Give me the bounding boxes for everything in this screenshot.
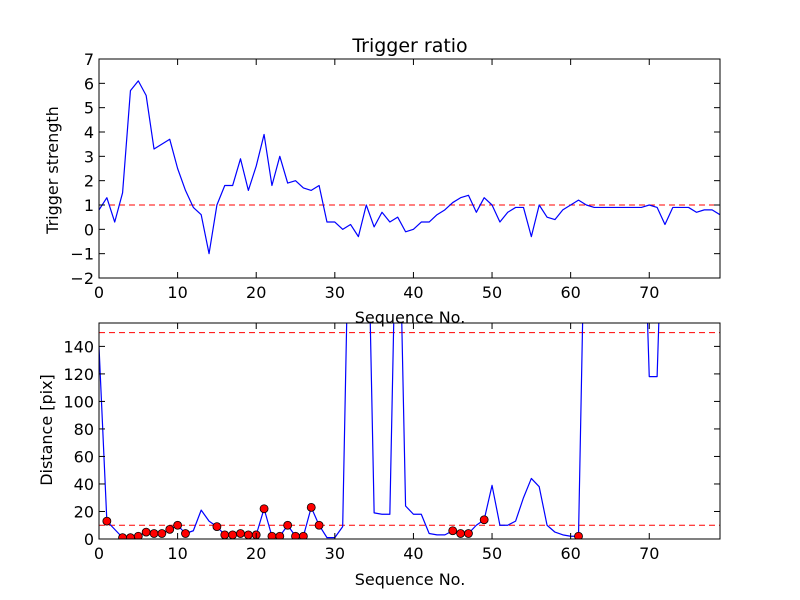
- x-tick-label: 60: [560, 283, 580, 302]
- y-tick-label: 40: [74, 475, 94, 494]
- y-tick-label: 3: [84, 147, 94, 166]
- data-point: [243, 530, 253, 539]
- plot-area: [99, 323, 720, 539]
- x-tick-label: 0: [94, 544, 104, 563]
- data-point: [126, 533, 135, 539]
- x-axis-label: Sequence No.: [355, 570, 466, 589]
- data-point: [220, 530, 230, 539]
- x-tick-label: 0: [94, 283, 104, 302]
- data-point: [259, 504, 269, 514]
- series-line: [99, 323, 660, 539]
- y-tick-label: 120: [63, 365, 94, 384]
- x-tick-label: 20: [246, 283, 266, 302]
- data-point: [283, 520, 293, 530]
- ticks: 0 10 20 30 40 50 60 70 0 20 40 60 80 100 120 140: [63, 323, 720, 563]
- data-point: [275, 531, 285, 539]
- data-point: [173, 520, 183, 530]
- y-tick-label: 1: [84, 196, 94, 215]
- data-point: [236, 529, 245, 538]
- x-tick-label: 30: [325, 544, 345, 563]
- data-point: [118, 533, 127, 539]
- chart-distance: 0 10 20 30 40 50 60 70 0 20 40 60 80 100 120 140 Sequen…: [37, 322, 721, 589]
- y-tick-label: 0: [84, 220, 94, 239]
- x-tick-label: 20: [246, 544, 266, 563]
- data-point: [456, 529, 465, 538]
- x-tick-label: 40: [403, 283, 423, 302]
- chart-title: Trigger ratio: [351, 35, 467, 57]
- y-tick-label: 140: [63, 337, 94, 356]
- y-tick-label: 6: [84, 74, 94, 93]
- y-axis-label: Distance [pix]: [37, 374, 56, 486]
- y-tick-label: 0: [84, 530, 94, 549]
- y-tick-label: −1: [70, 245, 94, 264]
- y-tick-label: 20: [74, 502, 94, 521]
- x-tick-label: 10: [167, 283, 187, 302]
- x-tick-label: 70: [639, 283, 659, 302]
- data-point: [141, 527, 151, 537]
- data-point: [212, 522, 222, 532]
- axes-frame: [98, 58, 721, 279]
- x-tick-label: 30: [325, 283, 345, 302]
- x-tick-label: 10: [167, 544, 187, 563]
- axes-frame: [98, 322, 721, 540]
- y-tick-label: −2: [70, 269, 94, 288]
- data-point: [181, 529, 190, 538]
- y-tick-label: 80: [74, 420, 94, 439]
- data-point: [314, 520, 324, 530]
- x-tick-label: 40: [403, 544, 423, 563]
- data-point: [479, 515, 489, 525]
- x-tick-label: 50: [482, 283, 502, 302]
- data-point: [448, 526, 458, 536]
- data-point: [102, 516, 112, 526]
- x-axis-label: Sequence No.: [355, 308, 466, 327]
- plot-area: [99, 80, 720, 255]
- x-tick-label: 70: [639, 544, 659, 563]
- data-point: [574, 531, 583, 539]
- x-tick-label: 50: [482, 544, 502, 563]
- y-tick-label: 5: [84, 99, 94, 118]
- data-point: [165, 524, 175, 534]
- y-axis-label: Trigger strength: [43, 106, 62, 235]
- data-point: [464, 529, 473, 538]
- data-point: [157, 529, 167, 538]
- data-point: [298, 531, 308, 539]
- x-tick-label: 60: [560, 544, 580, 563]
- y-tick-label: 100: [63, 392, 94, 411]
- y-tick-label: 60: [74, 447, 94, 466]
- y-tick-label: 2: [84, 172, 94, 191]
- data-point: [228, 530, 238, 539]
- y-tick-label: 4: [84, 123, 94, 142]
- data-point: [133, 531, 143, 539]
- series-line: [99, 80, 720, 255]
- data-point: [306, 502, 316, 512]
- chart-trigger-ratio: Trigger ratio 0 10 20 30 40 50 60 70−2−10123456…: [43, 35, 721, 327]
- y-tick-label: 7: [84, 50, 94, 69]
- data-point: [149, 529, 159, 538]
